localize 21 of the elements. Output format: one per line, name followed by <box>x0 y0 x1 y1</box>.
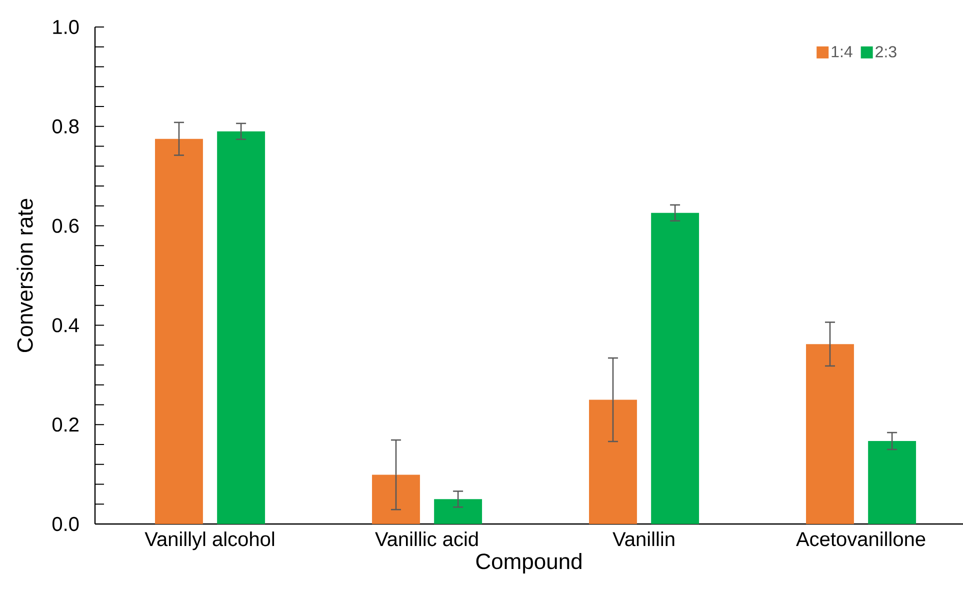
bar <box>651 212 700 524</box>
legend-label: 1:4 <box>832 46 852 58</box>
y-tick-label: 0.8 <box>52 119 79 134</box>
bar <box>806 344 854 524</box>
y-tick-label: 0.6 <box>52 218 79 233</box>
bar <box>217 131 266 524</box>
x-tick-label: Vanillic acid <box>375 532 478 546</box>
y-tick-label: 1.0 <box>53 20 79 34</box>
x-axis-title: Compound <box>476 553 582 574</box>
y-tick-label: 0.0 <box>52 516 79 532</box>
bar <box>155 138 203 524</box>
x-tick-label: Vanillyl alcohol <box>144 532 274 550</box>
bar <box>589 400 637 524</box>
legend-label: 2:3 <box>876 46 896 58</box>
y-tick-label: 0.4 <box>52 318 79 332</box>
y-tick-label: 0.2 <box>52 418 78 432</box>
bar <box>868 441 916 524</box>
y-axis-title: Conversion rate <box>16 198 33 352</box>
x-tick-label: Acetovanillone <box>796 532 926 546</box>
bar <box>434 499 482 524</box>
x-tick-label: Vanillin <box>612 532 674 546</box>
